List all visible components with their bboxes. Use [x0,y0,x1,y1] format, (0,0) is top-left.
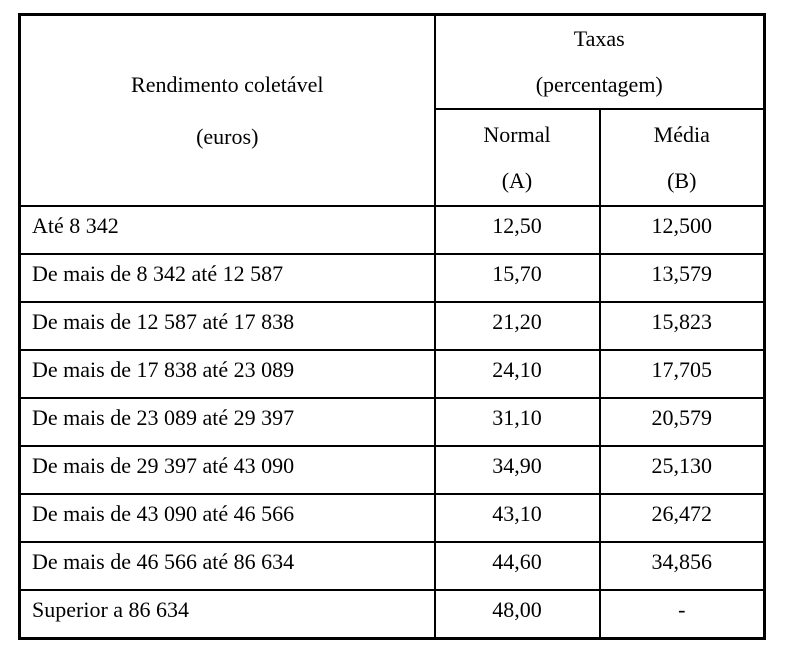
normal-rate-cell: 24,10 [433,349,601,399]
table-row: De mais de 23 089 até 29 397 31,10 20,579 [18,397,766,447]
average-rate-cell: 13,579 [598,253,766,303]
average-header-line1: Média [653,121,710,147]
rates-header-line1: Taxas [573,26,625,51]
average-rate-cell: 15,823 [598,301,766,351]
income-bracket-cell: Superior a 86 634 [18,589,436,639]
income-bracket-cell: Até 8 342 [18,205,436,255]
table-row: De mais de 46 566 até 86 634 44,60 34,856 [18,541,766,591]
average-rate-header: Média (B) [598,108,766,207]
income-column-header: Rendimento coletável (euros) [18,13,436,207]
normal-rate-cell: 21,20 [433,301,601,351]
income-header-line2: (euros) [196,123,259,149]
header-row-top: Rendimento coletável (euros) Taxas (perc… [18,13,766,207]
income-bracket-cell: De mais de 43 090 até 46 566 [18,493,436,543]
average-rate-cell: 34,856 [598,541,766,591]
table-row: De mais de 12 587 até 17 838 21,20 15,823 [18,301,766,351]
header-row-sub: Normal (A) Média (B) [20,108,766,207]
normal-rate-cell: 44,60 [433,541,601,591]
table-row: De mais de 29 397 até 43 090 34,90 25,130 [18,445,766,495]
income-bracket-cell: De mais de 46 566 até 86 634 [18,541,436,591]
income-bracket-cell: De mais de 17 838 até 23 089 [18,349,436,399]
tax-rate-table: Rendimento coletável (euros) Taxas (perc… [18,13,766,640]
income-bracket-cell: De mais de 23 089 até 29 397 [18,397,436,447]
normal-header-line1: Normal [483,121,551,147]
income-bracket-cell: De mais de 12 587 até 17 838 [18,301,436,351]
average-rate-cell: 26,472 [598,493,766,543]
tax-table-body: Até 8 342 12,50 12,500 De mais de 8 342 até… [18,205,766,639]
income-bracket-cell: De mais de 29 397 até 43 090 [18,445,436,495]
average-rate-cell: - [598,589,766,639]
table-row: De mais de 8 342 até 12 587 15,70 13,579 [18,253,766,303]
rates-header-line2: (percentagem) [535,72,663,97]
normal-rate-cell: 34,90 [433,445,601,495]
average-header-line2: (B) [667,167,697,193]
income-bracket-cell: De mais de 8 342 até 12 587 [18,253,436,303]
average-rate-cell: 12,500 [598,205,766,255]
normal-header-line2: (A) [501,167,533,193]
table-row: Superior a 86 634 48,00- [18,589,766,639]
normal-rate-cell: 15,70 [433,253,601,303]
table-row: Até 8 342 12,50 12,500 [18,205,766,255]
table-row: De mais de 43 090 até 46 566 43,10 26,472 [18,493,766,543]
normal-rate-cell: 48,00 [433,589,601,639]
average-rate-cell: 20,579 [598,397,766,447]
normal-rate-cell: 43,10 [433,493,601,543]
average-rate-cell: 17,705 [598,349,766,399]
normal-rate-header: Normal (A) [433,108,601,207]
table-header: Rendimento coletável (euros) Taxas (perc… [18,13,766,207]
average-rate-cell: 25,130 [598,445,766,495]
table-row: De mais de 17 838 até 23 089 24,10 17,705 [18,349,766,399]
income-header-line1: Rendimento coletável [131,71,324,97]
normal-rate-cell: 12,50 [433,205,601,255]
rates-column-group-header: Taxas (percentagem) [433,13,766,110]
normal-rate-cell: 31,10 [433,397,601,447]
